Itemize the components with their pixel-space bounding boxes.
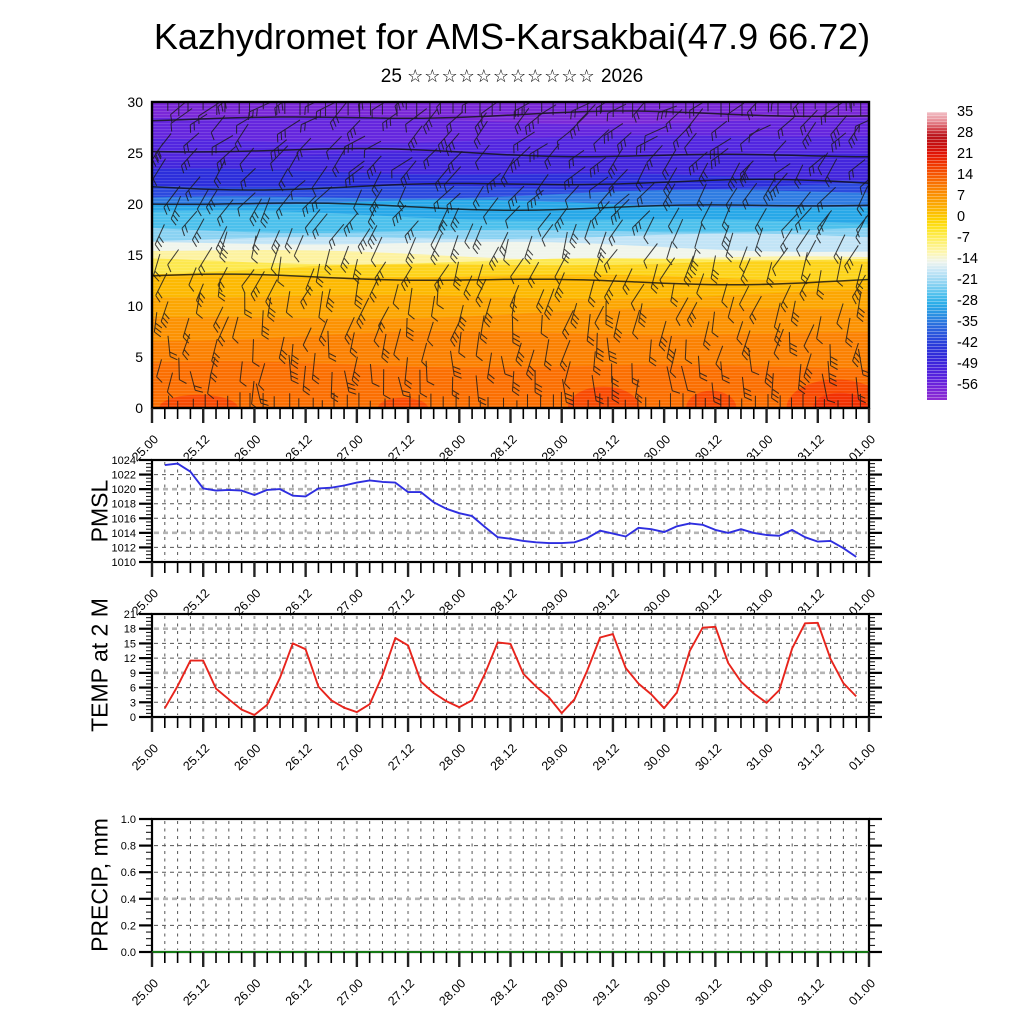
contour-line <box>152 202 869 212</box>
x-tick-label: 26.00 <box>232 741 264 773</box>
y-tick-label: 3 <box>130 697 136 709</box>
x-tick-label: 31.12 <box>795 976 827 1008</box>
x-tick-label: 29.00 <box>539 976 571 1008</box>
y-tick-label: 21 <box>124 609 136 621</box>
y-tick-label: 1010 <box>112 557 136 569</box>
x-tick-label: 27.00 <box>334 976 366 1008</box>
temperature-colorbar <box>927 112 947 400</box>
x-tick-label: 25.12 <box>180 741 212 773</box>
cross-section-field <box>152 102 869 408</box>
x-tick-label: 29.12 <box>590 741 622 773</box>
y-tick-label: 18 <box>124 624 136 636</box>
subtitle-day: 25 <box>380 66 402 87</box>
x-tick-label: 01.00 <box>846 976 878 1008</box>
y-tick-label: 0.0 <box>121 947 136 959</box>
colorbar-tick-label: 0 <box>957 209 966 225</box>
colorbar-tick-label: -35 <box>957 314 978 330</box>
y-tick-label: 1018 <box>112 499 136 511</box>
y-tick-label: 1020 <box>112 484 136 496</box>
x-tick-label: 01.00 <box>846 741 878 773</box>
y-tick-label: 5 <box>135 349 143 365</box>
colorbar-tick-label: -42 <box>957 335 978 351</box>
colorbar-tick-label: -21 <box>957 272 978 288</box>
x-tick-label: 28.00 <box>436 741 468 773</box>
x-tick-label: 29.00 <box>539 741 571 773</box>
y-tick-label: 1016 <box>112 513 136 525</box>
colorbar-tick-label: -49 <box>957 356 978 372</box>
x-tick-label: 28.00 <box>436 976 468 1008</box>
x-tick-label: 31.00 <box>744 976 776 1008</box>
colorbar-tick-label: -7 <box>957 230 970 246</box>
contour-line <box>152 147 869 158</box>
x-tick-label: 25.12 <box>180 976 212 1008</box>
figure-title: Kazhydromet for AMS-Karsakbai(47.9 66.72… <box>153 16 871 57</box>
x-tick-label: 31.00 <box>744 741 776 773</box>
x-tick-label: 26.12 <box>283 741 315 773</box>
wind-barbs <box>152 102 869 408</box>
y-tick-label: 0.8 <box>121 841 136 853</box>
y-tick-label: 0.2 <box>121 920 136 932</box>
colorbar-tick-label: -28 <box>957 293 978 309</box>
y-tick-label: 25 <box>127 145 143 161</box>
y-tick-label: 12 <box>124 653 136 665</box>
y-tick-label: 10 <box>127 298 143 314</box>
y-tick-label: 15 <box>127 247 143 263</box>
colorbar-tick-label: 7 <box>957 188 966 204</box>
temp2m-line <box>163 621 857 716</box>
x-tick-label: 25.00 <box>129 741 161 773</box>
x-tick-label: 30.00 <box>641 976 673 1008</box>
y-tick-label: 15 <box>124 638 136 650</box>
y-tick-label: 0.4 <box>121 894 136 906</box>
y-tick-label: 1022 <box>112 470 136 482</box>
x-tick-label: 30.12 <box>692 741 724 773</box>
x-tick-label: 28.12 <box>488 741 520 773</box>
temp2m-panel: 0 3 6 9 12 15 18 21 25.00 25.12 26.00 26.12 27.00 27.… <box>124 609 882 773</box>
y-tick-label: 20 <box>127 196 143 212</box>
y-tick-label: 0 <box>130 712 136 724</box>
colorbar-tick-label: 14 <box>957 167 974 183</box>
y-tick-label: 0 <box>135 400 143 416</box>
y-tick-label: 1.0 <box>121 814 136 826</box>
x-tick-label: 30.00 <box>641 741 673 773</box>
x-tick-label: 27.00 <box>334 741 366 773</box>
x-tick-label: 26.12 <box>283 976 315 1008</box>
contour-line <box>152 178 869 191</box>
y-tick-label: 1024 <box>112 455 136 467</box>
colorbar-tick-label: 21 <box>957 146 974 162</box>
y-tick-label: 0.6 <box>121 867 136 879</box>
y-tick-label: 6 <box>130 683 136 695</box>
x-tick-label: 25.00 <box>129 976 161 1008</box>
precip-panel: 0.0 0.2 0.4 0.6 0.8 1.0 25.00 25.12 26.00 26.12 27… <box>121 814 882 1008</box>
x-tick-label: 31.12 <box>795 741 827 773</box>
pmsl-line <box>164 462 857 558</box>
subtitle-year: 2026 <box>600 66 644 87</box>
x-tick-label: 28.12 <box>488 976 520 1008</box>
x-tick-label: 29.12 <box>590 976 622 1008</box>
subtitle-stars: ☆☆☆☆☆☆☆☆☆☆☆ <box>407 66 596 86</box>
figure-subtitle: 25 ☆☆☆☆☆☆☆☆☆☆☆ 2026 <box>0 66 1024 88</box>
x-tick-label: 26.00 <box>232 976 264 1008</box>
x-tick-label: 27.12 <box>385 741 417 773</box>
x-tick-label: 27.12 <box>385 976 417 1008</box>
colorbar-tick-label: 35 <box>957 104 974 120</box>
colorbar-tick-label: -14 <box>957 251 978 267</box>
y-tick-label: 9 <box>130 668 136 680</box>
x-tick-label: 30.12 <box>692 976 724 1008</box>
y-tick-label: 30 <box>127 94 143 110</box>
colorbar-tick-label: -56 <box>957 377 978 393</box>
y-tick-label: 1014 <box>112 528 136 540</box>
y-tick-label: 1012 <box>112 542 136 554</box>
colorbar-stripes <box>927 112 947 400</box>
colorbar-tick-label: 28 <box>957 125 974 141</box>
